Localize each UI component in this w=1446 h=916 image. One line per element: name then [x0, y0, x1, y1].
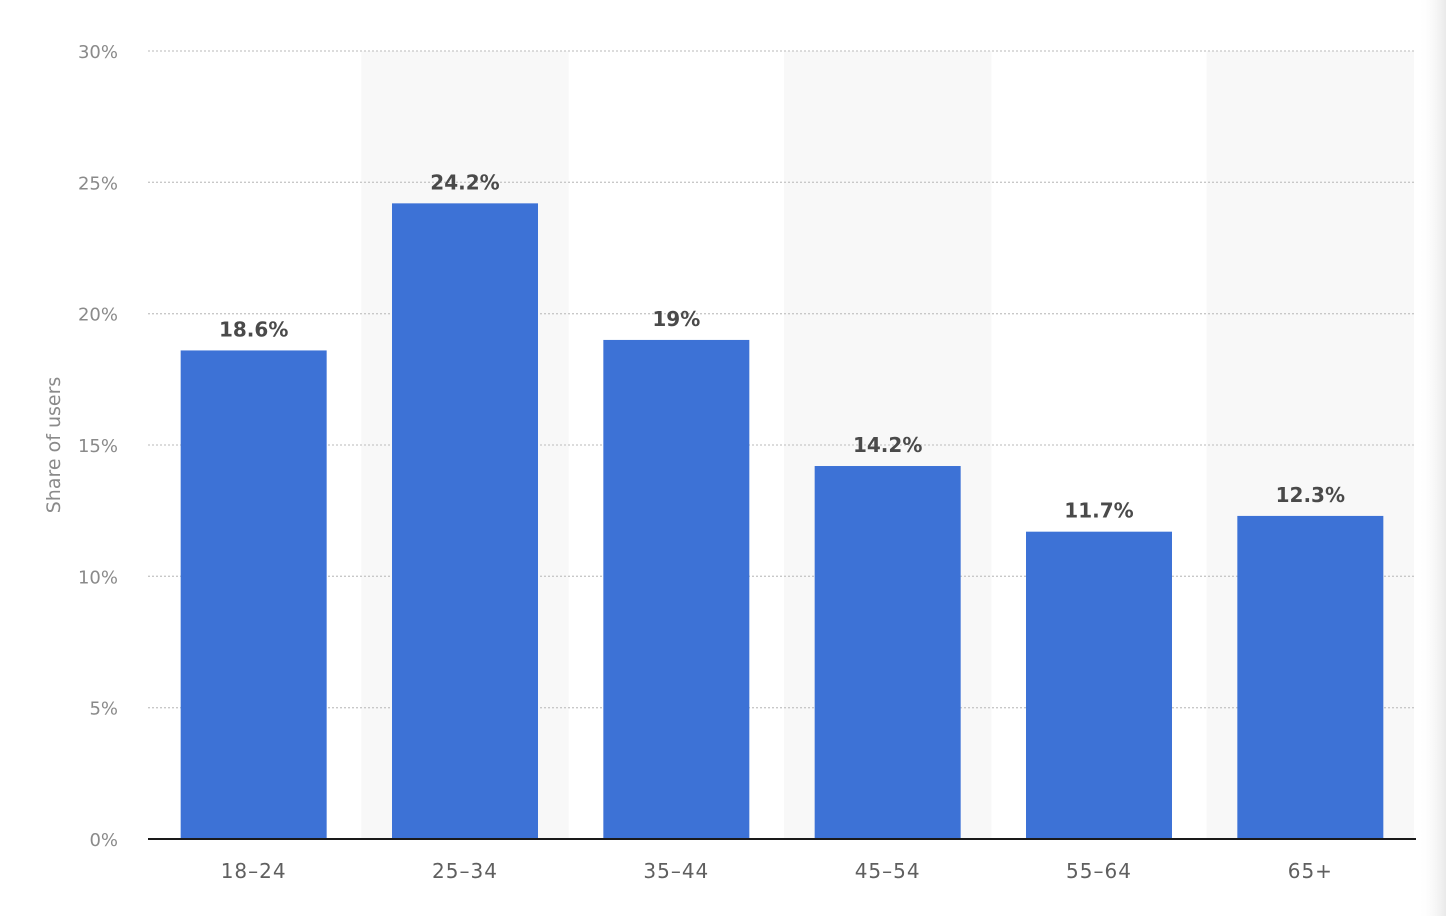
y-tick-label: 0%	[89, 830, 118, 851]
bar-value-label: 14.2%	[853, 433, 922, 457]
bar[interactable]	[180, 350, 327, 839]
y-tick-label: 10%	[78, 567, 118, 588]
x-category-label: 18–24	[221, 859, 287, 883]
value-labels: 18.6% 24.2% 19% 14.2% 11.7% 12.3%	[219, 170, 1345, 522]
y-axis-title: Share of users	[43, 377, 65, 514]
bar-value-label: 12.3%	[1276, 483, 1345, 507]
x-category-label: 45–54	[855, 859, 921, 883]
bar-value-label: 24.2%	[430, 170, 499, 194]
bar[interactable]	[1026, 531, 1172, 839]
y-tick-label: 15%	[78, 436, 118, 457]
x-category-label: 25–34	[432, 859, 498, 883]
bar-value-label: 19%	[652, 307, 700, 331]
x-axis-ticks: 18–24 25–34 35–44 45–54 55–64 65+	[221, 859, 1333, 883]
right-edge-shadow	[1418, 0, 1446, 916]
y-tick-label: 25%	[78, 173, 118, 194]
y-tick-label: 5%	[89, 699, 118, 720]
bar[interactable]	[1237, 515, 1384, 839]
bar-value-label: 18.6%	[219, 317, 288, 341]
y-tick-label: 30%	[78, 42, 118, 63]
x-category-label: 65+	[1288, 859, 1333, 883]
gridlines	[148, 50, 1416, 709]
x-category-label: 35–44	[643, 859, 709, 883]
bars	[180, 203, 1384, 839]
bar[interactable]	[392, 203, 538, 839]
x-category-label: 55–64	[1066, 859, 1132, 883]
bar[interactable]	[603, 339, 750, 839]
y-axis-ticks: 0% 5% 10% 15% 20% 25% 30%	[78, 42, 118, 851]
bar[interactable]	[814, 466, 961, 839]
y-tick-label: 20%	[78, 305, 118, 326]
bar-value-label: 11.7%	[1064, 499, 1133, 523]
